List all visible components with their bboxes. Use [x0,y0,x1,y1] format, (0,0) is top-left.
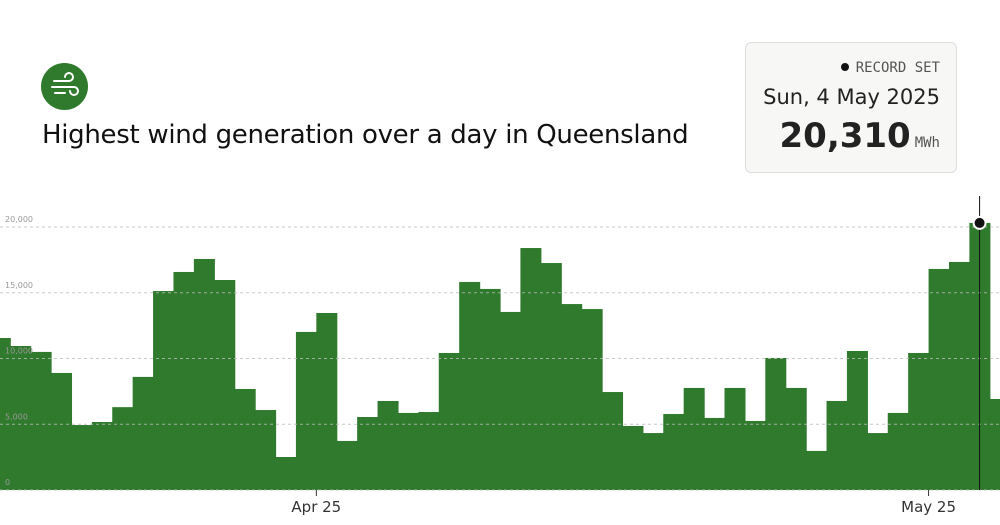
bar [785,387,807,490]
x-tick-label: May 25 [901,498,956,516]
bar [316,313,338,490]
chart-title: Highest wind generation over a day in Qu… [42,120,689,150]
bar [704,417,726,490]
record-value: 20,310 [779,116,911,156]
wind-glyph [51,72,79,96]
record-value-row: 20,310 MWh [746,116,941,156]
bar [336,440,358,490]
bar [397,412,419,490]
bar [91,422,113,490]
bar [459,281,481,490]
wind-icon [41,63,88,110]
bar [500,311,522,490]
bar [602,392,624,490]
bar [377,400,399,490]
bar [295,331,317,490]
bar [275,456,297,490]
bar [948,261,970,490]
bar [438,352,460,490]
bar [357,417,379,490]
bar [642,433,664,490]
bar [867,433,889,490]
bar [112,407,134,490]
y-tick-label: 15,000 [5,281,33,290]
bar [846,351,868,490]
bar [234,389,256,490]
bar [30,351,52,490]
y-tick-label: 0 [5,478,10,487]
bar [520,248,542,490]
bar [153,291,175,490]
bar [887,412,909,490]
bar [683,387,705,490]
bar [561,304,583,490]
bar [826,400,848,490]
bar [193,258,215,490]
bar [663,413,685,490]
bar [989,399,1000,490]
y-tick-label: 20,000 [5,215,33,224]
bar [724,387,746,490]
y-tick-label: 5,000 [5,412,28,421]
bar [0,337,11,490]
record-label: RECORD SET [746,60,940,76]
bar [51,372,73,490]
bar [71,425,93,490]
x-tick-label: Apr 25 [291,498,341,516]
bar [479,288,501,490]
bar [10,346,32,490]
bar [132,376,154,490]
bar [255,410,277,490]
y-tick-label: 10,000 [5,347,33,356]
bar [928,268,950,490]
bar [806,450,828,490]
record-date: Sun, 4 May 2025 [763,85,940,109]
bar [540,263,562,490]
bar [418,412,440,490]
bar [622,425,644,490]
bar [173,271,195,490]
bar [908,352,930,490]
bar [214,279,236,490]
record-unit: MWh [914,135,940,151]
bar [581,309,603,490]
bar [744,420,766,490]
record-card: RECORD SET Sun, 4 May 2025 20,310 MWh [745,42,957,173]
record-dot [972,215,987,230]
